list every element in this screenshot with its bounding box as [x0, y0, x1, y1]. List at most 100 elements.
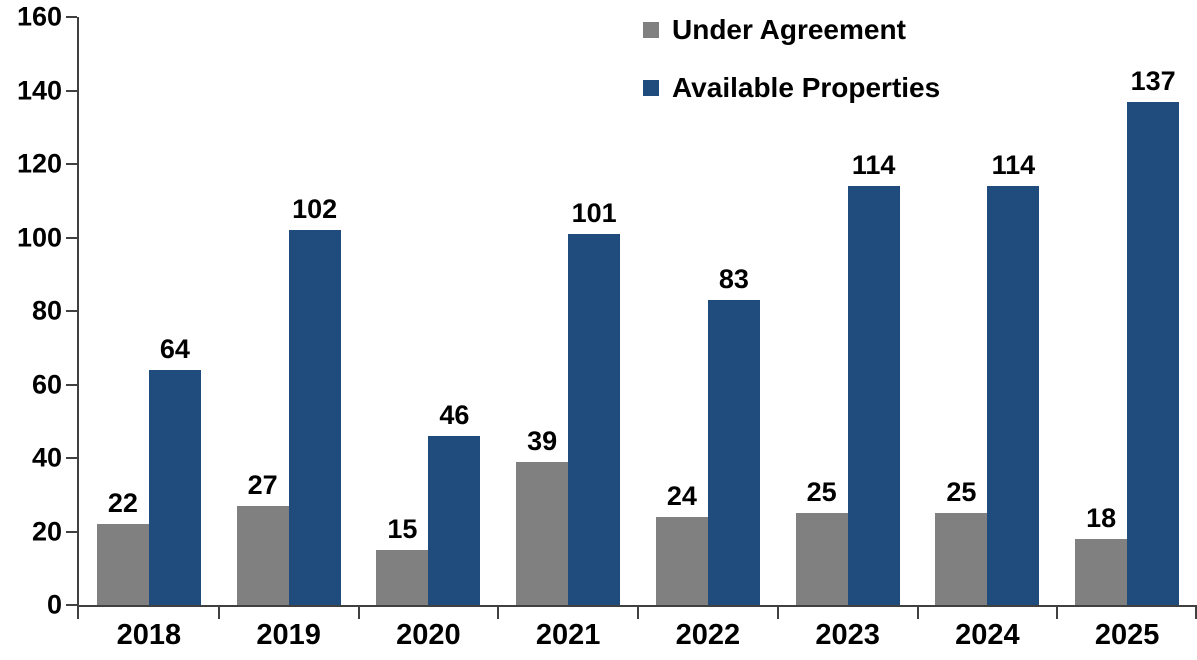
bar-value-label: 102 — [292, 194, 338, 225]
bar-value-label: 24 — [666, 480, 697, 511]
bar-column: 101 — [568, 197, 621, 605]
bar-column: 46 — [428, 399, 481, 605]
bar-group-2022: 24 83 — [638, 17, 778, 605]
legend-swatch-icon — [643, 80, 659, 96]
bar-group-2023: 25 114 — [778, 17, 918, 605]
bar-value-label: 137 — [1130, 65, 1176, 96]
bar-column: 39 — [516, 425, 569, 605]
x-category-label-2021: 2021 — [535, 619, 601, 651]
y-axis-labels: 0 20 40 60 80 100 120 140 160 — [0, 3, 62, 618]
bar-column: 102 — [288, 194, 341, 605]
x-tick-mark — [217, 607, 220, 619]
bar-column: 114 — [847, 150, 900, 605]
bar-group-2024: 25 114 — [918, 17, 1058, 605]
legend: Under Agreement Available Properties — [643, 14, 940, 104]
bar-column: 24 — [655, 480, 708, 605]
x-category-label-2020: 2020 — [396, 619, 461, 651]
bar-value-label: 27 — [247, 469, 278, 500]
plot-area: 22 64 27 102 15 46 39 101 24 83 25 114 25 114 18 137 — [66, 16, 1197, 619]
x-tick-mark — [916, 607, 919, 619]
bar-available-properties-2018 — [148, 369, 201, 605]
bar-group-2018: 22 64 — [79, 17, 219, 605]
y-tick-mark — [66, 236, 77, 239]
y-tick-mark — [66, 604, 77, 606]
x-tick-mark — [1195, 607, 1197, 619]
x-axis-labels: 2018 2019 2020 2021 2022 2023 2024 2025 — [79, 621, 1197, 650]
x-tick-mark — [497, 607, 500, 619]
legend-swatch-icon — [643, 22, 659, 38]
bar-column: 83 — [707, 263, 760, 605]
bar-under-agreement-2025 — [1075, 538, 1128, 605]
bar-value-label: 18 — [1086, 502, 1117, 533]
x-category-label-2022: 2022 — [675, 619, 741, 651]
bar-available-properties-2023 — [847, 186, 900, 605]
x-category-label-2019: 2019 — [256, 619, 321, 651]
bar-value-label: 25 — [946, 477, 977, 508]
bar-column: 27 — [236, 469, 289, 605]
legend-item-available-properties: Available Properties — [643, 72, 940, 104]
y-tick-mark — [66, 530, 77, 533]
bar-available-properties-2022 — [707, 299, 760, 605]
bar-group-2021: 39 101 — [498, 17, 638, 605]
y-tick-mark — [66, 310, 77, 312]
y-tick-label: 100 — [16, 222, 62, 252]
bar-available-properties-2025 — [1127, 101, 1180, 605]
y-tick-label: 20 — [31, 516, 62, 546]
bar-available-properties-2019 — [288, 230, 341, 605]
x-tick-mark — [637, 607, 639, 619]
y-tick-label: 140 — [16, 75, 62, 105]
x-category-label-2025: 2025 — [1094, 619, 1160, 651]
bar-value-label: 15 — [387, 513, 418, 544]
y-tick-label: 40 — [31, 442, 62, 473]
bar-under-agreement-2023 — [795, 513, 848, 605]
bar-available-properties-2021 — [568, 233, 621, 605]
bar-available-properties-2020 — [428, 435, 481, 605]
bar-value-label: 101 — [571, 197, 617, 228]
bar-available-properties-2024 — [987, 186, 1040, 605]
bar-value-label: 22 — [107, 488, 138, 519]
y-tick-label: 60 — [31, 369, 62, 399]
bar-column: 137 — [1127, 65, 1180, 605]
y-tick-mark — [66, 16, 77, 18]
bar-under-agreement-2019 — [236, 505, 289, 605]
y-tick-label: 0 — [46, 589, 62, 620]
bar-group-2020: 15 46 — [359, 17, 499, 605]
y-tick-label: 160 — [16, 1, 62, 32]
x-category-label-2018: 2018 — [116, 619, 182, 651]
bar-group-2025: 18 137 — [1057, 17, 1197, 605]
bar-column: 114 — [987, 150, 1040, 605]
x-category-label-2023: 2023 — [815, 619, 880, 651]
bar-value-label: 83 — [718, 263, 749, 294]
bar-value-label: 46 — [439, 399, 470, 430]
bar-group-2019: 27 102 — [219, 17, 359, 605]
bar-column: 15 — [376, 513, 429, 605]
x-tick-mark — [776, 607, 779, 619]
y-tick-mark — [66, 383, 77, 386]
bar-value-label: 114 — [851, 150, 896, 181]
legend-label: Available Properties — [672, 72, 941, 103]
legend-label: Under Agreement — [672, 14, 906, 45]
y-tick-mark — [66, 163, 77, 165]
legend-item-under-agreement: Under Agreement — [643, 14, 940, 46]
y-tick-mark — [66, 457, 77, 459]
bar-under-agreement-2022 — [655, 516, 708, 605]
bar-under-agreement-2020 — [376, 549, 429, 605]
bar-value-label: 25 — [806, 477, 837, 508]
bar-column: 22 — [96, 488, 149, 605]
bar-under-agreement-2018 — [96, 524, 149, 605]
bar-value-label: 114 — [991, 150, 1036, 181]
bar-column: 25 — [935, 477, 988, 605]
y-tick-mark — [66, 89, 77, 92]
bar-under-agreement-2021 — [516, 461, 569, 605]
bar-value-label: 39 — [527, 425, 558, 456]
bar-value-label: 64 — [159, 333, 190, 364]
x-tick-mark — [1056, 607, 1059, 619]
bar-column: 18 — [1075, 502, 1128, 605]
x-tick-mark — [357, 607, 360, 619]
y-tick-label: 80 — [31, 295, 62, 326]
bar-under-agreement-2024 — [935, 513, 988, 605]
y-tick-label: 120 — [16, 148, 62, 179]
x-tick-mark — [77, 607, 79, 619]
bar-column: 25 — [795, 477, 848, 605]
